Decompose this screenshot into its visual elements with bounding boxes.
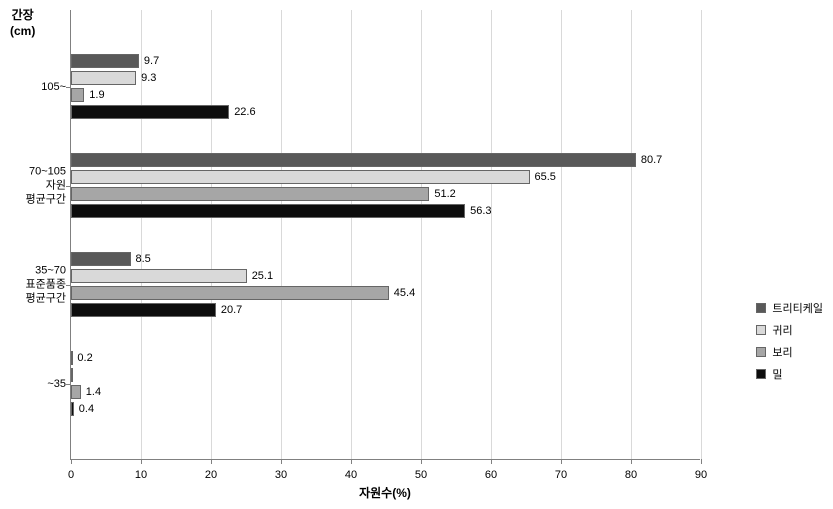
bar-value-label: 9.3 — [141, 72, 156, 84]
bar — [71, 286, 389, 300]
legend-swatch — [756, 303, 766, 313]
y-axis-title: 간장(cm) — [10, 8, 35, 39]
bar — [71, 105, 229, 119]
bar-value-label: 8.5 — [136, 253, 151, 265]
y-category-label: ~35 — [1, 376, 66, 390]
x-tick-label: 0 — [68, 469, 74, 481]
x-tick — [421, 459, 422, 464]
y-category-label: 35~70표준품종평균구간 — [1, 263, 66, 306]
x-tick-label: 80 — [625, 469, 637, 481]
gridline — [631, 10, 632, 459]
legend-swatch — [756, 325, 766, 335]
bar — [71, 153, 636, 167]
legend-item: 트리티케일 — [756, 300, 823, 316]
x-tick-label: 30 — [275, 469, 287, 481]
x-tick-label: 10 — [135, 469, 147, 481]
x-tick-label: 90 — [695, 469, 707, 481]
x-tick — [561, 459, 562, 464]
x-tick — [141, 459, 142, 464]
bar-value-label: 0.2 — [77, 352, 92, 364]
legend-label: 밀 — [772, 366, 782, 382]
legend: 트리티케일귀리보리밀 — [756, 300, 823, 388]
bar-value-label: 1.9 — [89, 89, 104, 101]
bar-value-label: 51.2 — [434, 188, 455, 200]
bar — [71, 368, 73, 382]
x-tick — [281, 459, 282, 464]
legend-label: 트리티케일 — [772, 300, 823, 316]
legend-item: 보리 — [756, 344, 823, 360]
bar — [71, 402, 74, 416]
legend-label: 보리 — [772, 344, 792, 360]
bar-value-label: 56.3 — [470, 205, 491, 217]
bar-value-label: 9.7 — [144, 55, 159, 67]
legend-swatch — [756, 369, 766, 379]
x-tick-label: 40 — [345, 469, 357, 481]
x-tick — [631, 459, 632, 464]
x-axis-title: 자원수(%) — [70, 484, 700, 501]
x-tick-label: 20 — [205, 469, 217, 481]
bar-value-label: 25.1 — [252, 270, 273, 282]
bar-value-label: 20.7 — [221, 304, 242, 316]
gridline — [701, 10, 702, 459]
gridline — [281, 10, 282, 459]
plot-area: 0102030405060708090105~9.79.31.922.670~1… — [70, 10, 700, 460]
legend-item: 귀리 — [756, 322, 823, 338]
legend-item: 밀 — [756, 366, 823, 382]
bar — [71, 252, 131, 266]
bar-value-label: 1.4 — [86, 386, 101, 398]
gridline — [491, 10, 492, 459]
bar-value-label: 0.4 — [79, 403, 94, 415]
bar-value-label: 22.6 — [234, 106, 255, 118]
y-category-label: 70~105자원평균구간 — [1, 164, 66, 207]
x-tick — [71, 459, 72, 464]
gridline — [351, 10, 352, 459]
bar — [71, 351, 73, 365]
legend-swatch — [756, 347, 766, 357]
gridline — [421, 10, 422, 459]
bar — [71, 303, 216, 317]
gridline — [211, 10, 212, 459]
x-tick-label: 50 — [415, 469, 427, 481]
x-tick — [211, 459, 212, 464]
bar — [71, 385, 81, 399]
bar-value-label: 80.7 — [641, 154, 662, 166]
legend-label: 귀리 — [772, 322, 792, 338]
y-category-label: 105~ — [1, 79, 66, 93]
bar — [71, 187, 429, 201]
chart-container: 간장(cm) 0 10 20 30 40 50 60 70 80 90 105~ 9.7 9.3 1.9 2… — [0, 0, 833, 509]
x-tick — [351, 459, 352, 464]
gridline — [561, 10, 562, 459]
bar-value-label: 45.4 — [394, 287, 415, 299]
x-tick-label: 70 — [555, 469, 567, 481]
bar — [71, 204, 465, 218]
x-tick — [701, 459, 702, 464]
bar — [71, 54, 139, 68]
bar — [71, 269, 247, 283]
x-tick — [491, 459, 492, 464]
bar — [71, 71, 136, 85]
bar — [71, 170, 530, 184]
bar-value-label: 65.5 — [535, 171, 556, 183]
bar — [71, 88, 84, 102]
x-tick-label: 60 — [485, 469, 497, 481]
